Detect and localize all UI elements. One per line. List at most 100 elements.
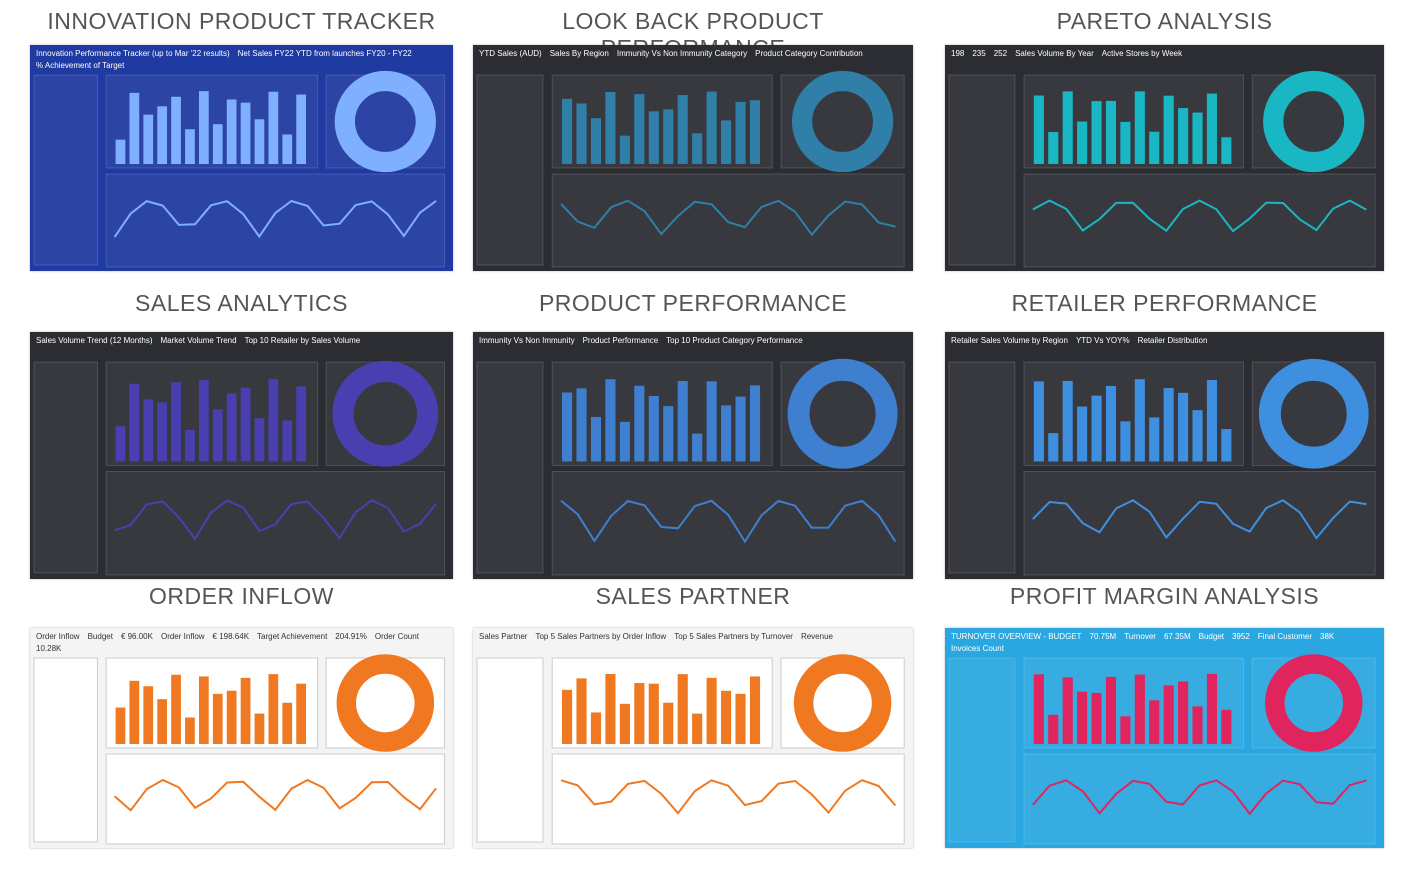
decor-bar <box>721 120 732 164</box>
decor-bar <box>749 100 761 164</box>
thumbnail-text: Retailer Distribution <box>1137 336 1208 345</box>
decor-bar <box>692 133 703 164</box>
decor-bar <box>198 380 209 462</box>
decor-bar <box>185 129 195 164</box>
thumbnail-text: 198 <box>951 49 965 58</box>
dashboard-thumbnail[interactable]: Sales Volume Trend (12 Months) Market Vol… <box>30 332 453 579</box>
side-panel <box>33 361 98 574</box>
decor-bar <box>157 402 168 462</box>
decor-bar <box>749 676 761 744</box>
card-title: INNOVATION PRODUCT TRACKER <box>47 8 436 34</box>
decor-bar <box>129 383 140 462</box>
thumbnail-graphics <box>948 70 1376 268</box>
dashboard-thumbnail[interactable]: Sales Partner Top 5 Sales Partners by Ord… <box>473 628 913 848</box>
dashboard-thumbnail[interactable]: Immunity Vs Non Immunity Product Performa… <box>473 332 913 579</box>
decor-bar <box>1149 131 1160 164</box>
side-panel <box>948 361 1016 574</box>
thumbnail-text: YTD Sales (AUD) <box>479 49 542 58</box>
decor-bar <box>619 135 630 164</box>
decor-bar <box>1221 429 1232 462</box>
decor-bar <box>663 702 674 744</box>
chart-panel <box>105 753 446 845</box>
decor-bar <box>282 134 293 164</box>
decor-bar <box>735 396 746 462</box>
decor-bar <box>212 124 223 164</box>
decor-bar <box>1077 691 1088 744</box>
decor-bar <box>212 409 223 462</box>
decor-line <box>113 778 437 812</box>
decor-bar <box>226 690 237 744</box>
card-title: PROFIT MARGIN ANALYSIS <box>1009 583 1320 609</box>
decor-bar <box>254 713 265 744</box>
decor-bar <box>562 392 573 462</box>
thumbnail-text: Final Customer <box>1257 632 1313 641</box>
decor-bar <box>677 95 688 164</box>
thumbnail-text: Innovation Performance Tracker (up to Ma… <box>36 49 230 58</box>
thumbnail-text: 70.75M <box>1089 632 1117 641</box>
dashboard-thumbnail[interactable]: 198 235 252 Sales Volume By Year Active Stor… <box>945 45 1384 271</box>
thumbnail-texts: Sales Volume Trend (12 Months) Market Vol… <box>36 336 447 345</box>
decor-donut <box>1265 654 1363 752</box>
decor-bar <box>1091 692 1102 744</box>
thumbnail-text: Active Stores by Week <box>1101 49 1183 58</box>
thumbnail-text: YTD Vs YOY% <box>1075 336 1130 345</box>
decor-bar <box>240 102 251 164</box>
decor-bar <box>143 686 154 744</box>
thumbnail-text: Product Performance <box>582 336 659 345</box>
decor-bar <box>590 118 602 164</box>
thumbnail-texts: TURNOVER OVERVIEW - BUDGET 70.75M Turnover… <box>951 632 1378 653</box>
decor-bar <box>1120 421 1131 462</box>
card-title: PRODUCT PERFORMANCE <box>538 290 848 316</box>
decor-bar <box>212 693 223 744</box>
decor-bar <box>226 99 237 164</box>
decor-bar <box>1192 706 1203 744</box>
thumbnail-text: Immunity Vs Non Immunity <box>479 336 575 345</box>
decor-bar <box>634 385 645 462</box>
thumbnail-text: TURNOVER OVERVIEW - BUDGET <box>951 632 1082 641</box>
decor-bar <box>1163 388 1174 462</box>
thumbnail-graphics <box>948 358 1376 576</box>
thumbnail-text: % Achievement of Target <box>36 61 125 70</box>
decor-bar <box>706 381 717 462</box>
decor-bar <box>171 382 181 462</box>
decor-bar <box>590 712 602 744</box>
thumbnail-texts: 198 235 252 Sales Volume By Year Active Stor… <box>951 49 1378 58</box>
decor-bar <box>721 690 732 744</box>
decor-line <box>1032 499 1367 540</box>
thumbnail-text: € 96.00K <box>120 632 153 641</box>
decor-bar <box>143 399 154 462</box>
thumbnail-text: 3952 <box>1231 632 1250 641</box>
decor-bar <box>1062 380 1073 462</box>
chart-panel <box>1023 753 1376 845</box>
side-panel <box>33 657 98 843</box>
thumbnail-text: € 198.64K <box>212 632 250 641</box>
thumbnail-graphics <box>33 654 446 845</box>
decor-bar <box>1062 677 1073 744</box>
side-panel <box>948 657 1016 843</box>
decor-bar <box>619 703 630 744</box>
decor-bar <box>648 111 659 164</box>
decor-bar <box>619 421 630 462</box>
decor-donut <box>1258 358 1369 469</box>
decor-bar <box>706 677 717 744</box>
decor-bar <box>1091 395 1102 462</box>
decor-bar <box>1134 674 1145 744</box>
thumbnail-graphics <box>948 654 1376 845</box>
decor-bar <box>115 426 126 462</box>
decor-bar <box>721 405 732 462</box>
thumbnail-text: Budget <box>87 632 113 641</box>
dashboard-thumbnail[interactable]: Innovation Performance Tracker (up to Ma… <box>30 45 453 271</box>
decor-line <box>560 199 896 237</box>
decor-bar <box>268 379 279 462</box>
thumbnail-text: 10.28K <box>36 644 62 653</box>
decor-bar <box>1048 714 1059 744</box>
dashboard-thumbnail[interactable]: Retailer Sales Volume by Region YTD Vs YO… <box>945 332 1384 579</box>
dashboard-thumbnail[interactable]: TURNOVER OVERVIEW - BUDGET 70.75M Turnover… <box>945 628 1384 848</box>
decor-donut <box>336 654 435 752</box>
dashboard-thumbnail[interactable]: Order Inflow Budget € 96.00K Order Inflow € … <box>30 628 453 848</box>
thumbnail-text: Top 5 Sales Partners by Turnover <box>674 632 793 641</box>
thumbnail-text: Order Inflow <box>36 632 80 641</box>
thumbnail-text: Turnover <box>1124 632 1156 641</box>
dashboard-thumbnail[interactable]: YTD Sales (AUD) Sales By Region Immunity V… <box>473 45 913 271</box>
